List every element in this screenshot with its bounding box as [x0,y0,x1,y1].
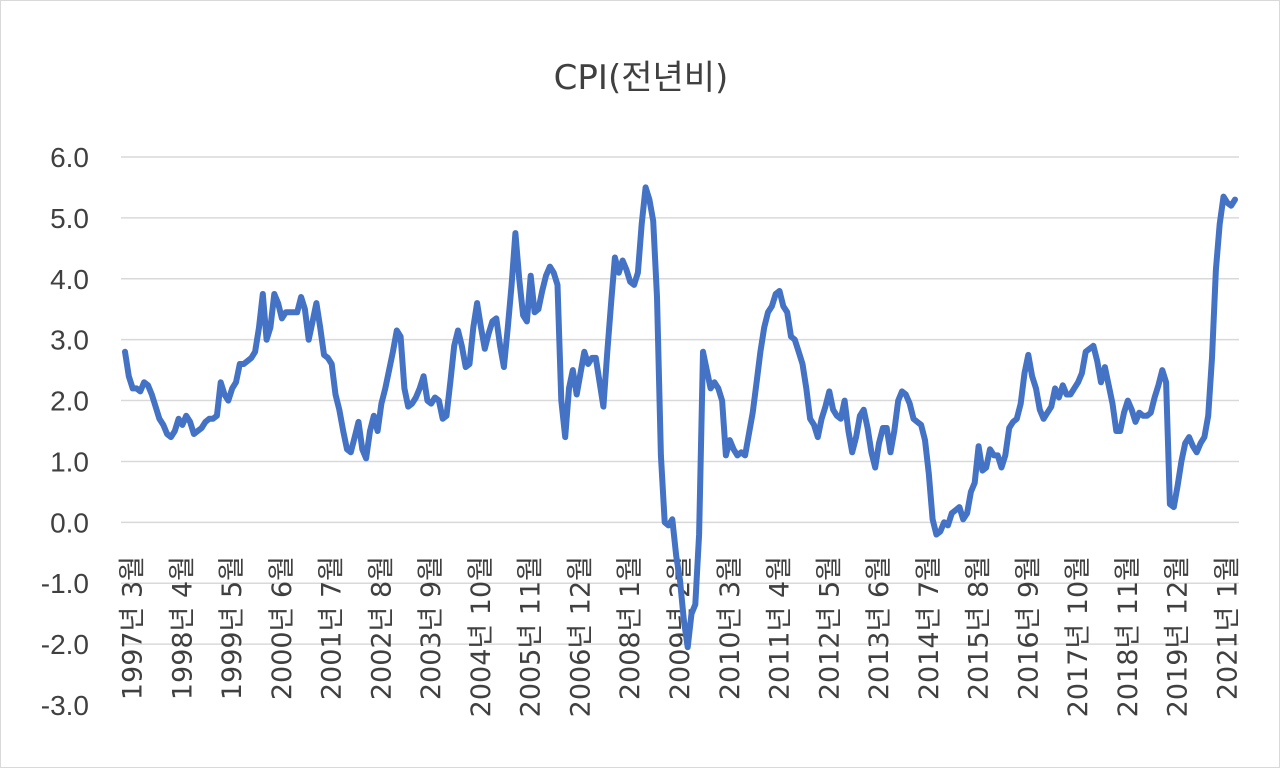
y-axis-ticks: 6.0 5.0 4.0 3.0 2.0 1.0 0.0 -1.0 -2.0 -3.0 [41,142,89,721]
series-layer [122,184,1238,651]
x-tick-label: 2002년 8월 [366,556,397,700]
x-tick-label: 2010년 3월 [715,556,746,700]
x-tick-label: 2000년 6월 [267,556,298,700]
x-tick-label: 1999년 5월 [217,556,248,700]
y-tick-label: 5.0 [50,203,89,234]
x-tick-label: 2021년 1월 [1212,556,1243,700]
y-tick-label: -2.0 [41,629,89,660]
x-tick-label: 2004년 10월 [466,556,497,717]
x-tick-label: 2011년 4월 [765,556,796,700]
x-tick-label: 1998년 4월 [167,556,198,700]
x-tick-label: 2003년 9월 [416,556,447,700]
cpi-series-line [122,184,1238,651]
x-tick-label: 2013년 6월 [864,556,895,700]
x-tick-label: 2019년 12월 [1163,556,1194,717]
y-tick-label: 0.0 [50,507,89,538]
x-tick-label: 2001년 7월 [317,556,348,700]
x-tick-label: 2016년 9월 [1013,556,1044,700]
x-tick-label: 2018년 11월 [1113,556,1144,717]
y-tick-label: 3.0 [50,325,89,356]
x-tick-label: 2015년 8월 [964,556,995,700]
x-tick-label: 2014년 7월 [914,556,945,700]
x-tick-label: 1997년 3월 [118,556,149,700]
y-tick-label: -3.0 [41,690,89,721]
y-tick-label: -1.0 [41,568,89,599]
y-tick-label: 2.0 [50,386,89,417]
x-tick-label: 2008년 1월 [615,556,646,700]
y-tick-label: 4.0 [50,264,89,295]
x-tick-label: 2017년 10월 [1063,556,1094,717]
x-tick-label: 2006년 12월 [566,556,597,717]
y-tick-label: 6.0 [50,142,89,173]
x-tick-label: 2005년 11월 [516,556,547,717]
chart-title: CPI(전년비) [554,58,729,98]
x-tick-label: 2012년 5월 [814,556,845,700]
x-axis-ticks: 1997년 3월 1998년 4월 1999년 5월 2000년 6월 2001년 7월… [118,556,1244,717]
y-tick-label: 1.0 [50,446,89,477]
